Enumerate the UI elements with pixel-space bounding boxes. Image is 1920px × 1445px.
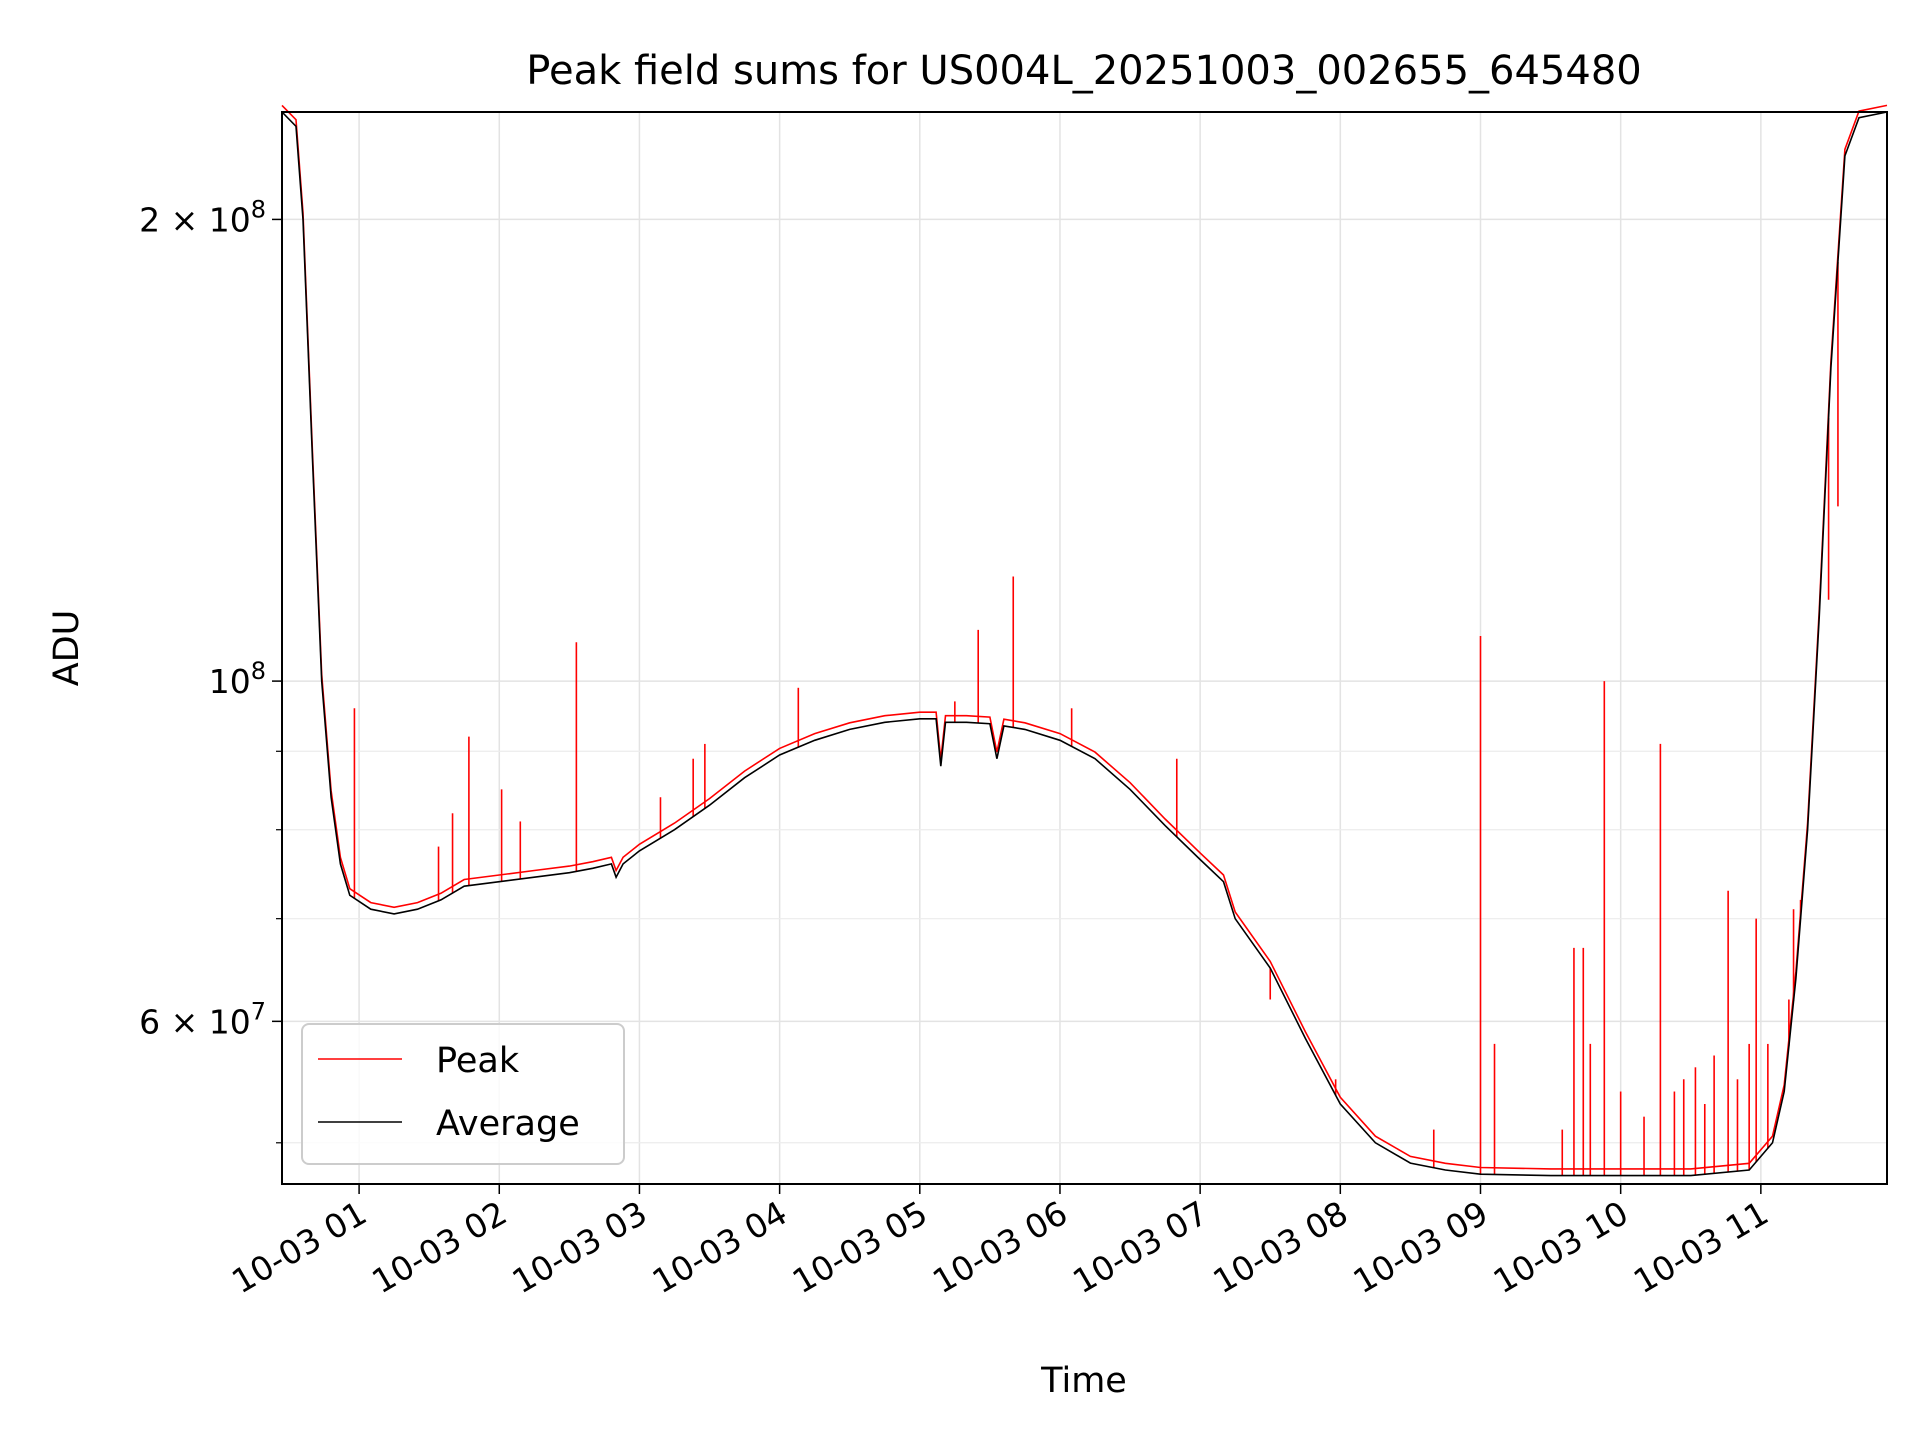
legend-label-average: Average	[436, 1104, 580, 1144]
plot-area	[281, 104, 1888, 1177]
x-axis-label: Time	[1040, 1361, 1127, 1401]
x-tick-label: 10-03 09	[1346, 1193, 1494, 1301]
x-tick-label: 10-03 07	[1066, 1193, 1214, 1301]
x-tick-label: 10-03 05	[786, 1193, 934, 1301]
series-line-peak	[281, 104, 1888, 1170]
series-line-average	[281, 111, 1888, 1177]
x-tick-label: 10-03 10	[1487, 1193, 1635, 1301]
y-tick-label: 2 × 108	[139, 195, 266, 239]
chart-title: Peak field sums for US004L_20251003_0026…	[526, 48, 1641, 94]
x-tick-label: 10-03 01	[225, 1193, 373, 1301]
plot-frame	[281, 111, 1888, 1185]
x-tick-label: 10-03 02	[365, 1193, 513, 1301]
grid	[282, 112, 1887, 1184]
x-tick-label: 10-03 06	[926, 1193, 1074, 1301]
x-tick-label: 10-03 08	[1206, 1193, 1354, 1301]
x-tick-label: 10-03 03	[505, 1193, 653, 1301]
x-tick-label: 10-03 04	[646, 1193, 794, 1301]
x-tick-label: 10-03 11	[1627, 1193, 1775, 1301]
legend: Peak Average	[301, 1023, 625, 1165]
legend-label-peak: Peak	[436, 1041, 520, 1081]
y-tick-label: 108	[209, 657, 266, 701]
y-tick-label: 6 × 107	[139, 997, 266, 1041]
y-axis-label: ADU	[47, 610, 87, 687]
